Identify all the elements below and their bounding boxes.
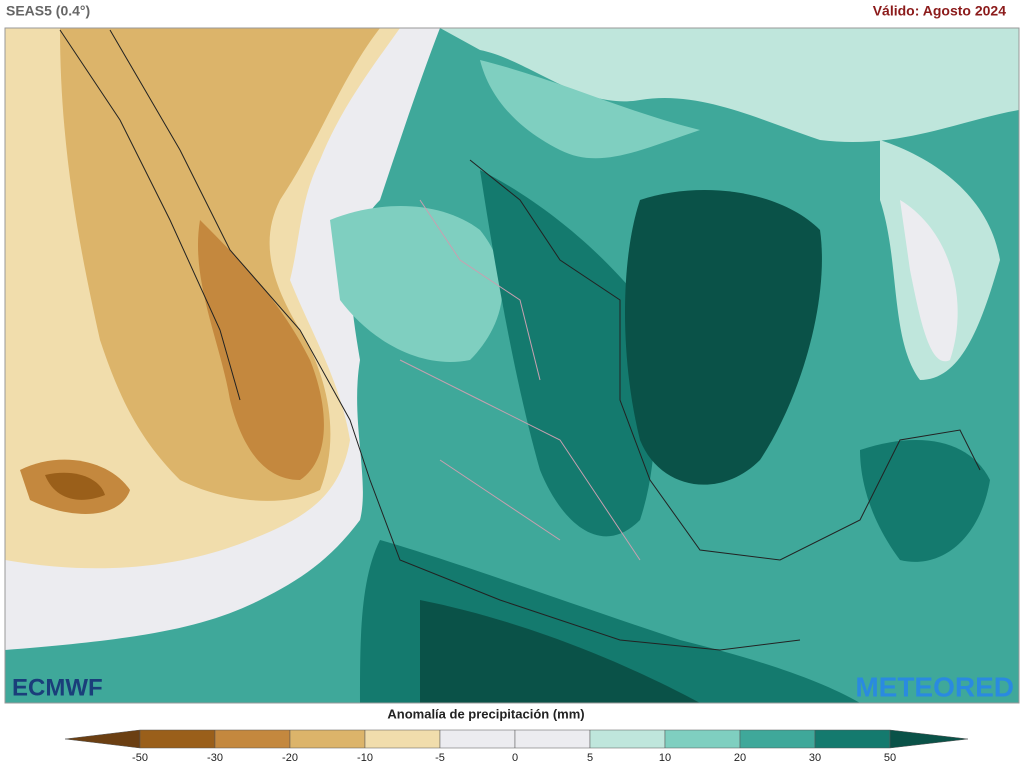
colorbar-swatch bbox=[364, 729, 441, 749]
colorbar-title: Anomalía de precipitación (mm) bbox=[387, 706, 584, 721]
colorbar-tick-label: -5 bbox=[435, 752, 445, 764]
colorbar-swatch bbox=[739, 729, 816, 749]
colorbar-tick-label: 30 bbox=[809, 752, 821, 764]
colorbar-tick-label: 50 bbox=[884, 752, 896, 764]
ecmwf-logo: ECMWF bbox=[12, 674, 103, 701]
map-frame bbox=[4, 27, 1020, 704]
colorbar-swatch bbox=[139, 729, 216, 749]
colorbar-swatch bbox=[889, 729, 969, 749]
colorbar-swatch bbox=[814, 729, 891, 749]
colorbar-swatch bbox=[664, 729, 741, 749]
colorbar-tick-label: 0 bbox=[512, 752, 518, 764]
meteored-logo: METEORED bbox=[855, 671, 1014, 702]
colorbar-swatch bbox=[589, 729, 666, 749]
colorbar-tick-label: -10 bbox=[357, 752, 373, 764]
colorbar-swatch bbox=[514, 729, 591, 749]
valid-date: Válido: Agosto 2024 bbox=[873, 3, 1007, 19]
colorbar-tick-label: 10 bbox=[659, 752, 671, 764]
colorbar-tick-label: 20 bbox=[734, 752, 746, 764]
colorbar-tick-label: -20 bbox=[282, 752, 298, 764]
colorbar-swatch bbox=[64, 729, 141, 749]
colorbar-swatch bbox=[439, 729, 516, 749]
colorbar-tick-label: -30 bbox=[207, 752, 223, 764]
colorbar-swatch bbox=[289, 729, 366, 749]
colorbar-swatch bbox=[214, 729, 291, 749]
colorbar-tick-label: -50 bbox=[132, 752, 148, 764]
model-title: SEAS5 (0.4°) bbox=[6, 3, 90, 19]
colorbar-tick-label: 5 bbox=[587, 752, 593, 764]
colorbar: -50 -30 -20 -10 -5 0 5 10 20 30 50 bbox=[64, 729, 969, 764]
map: ECMWF METEORED bbox=[4, 27, 1020, 704]
